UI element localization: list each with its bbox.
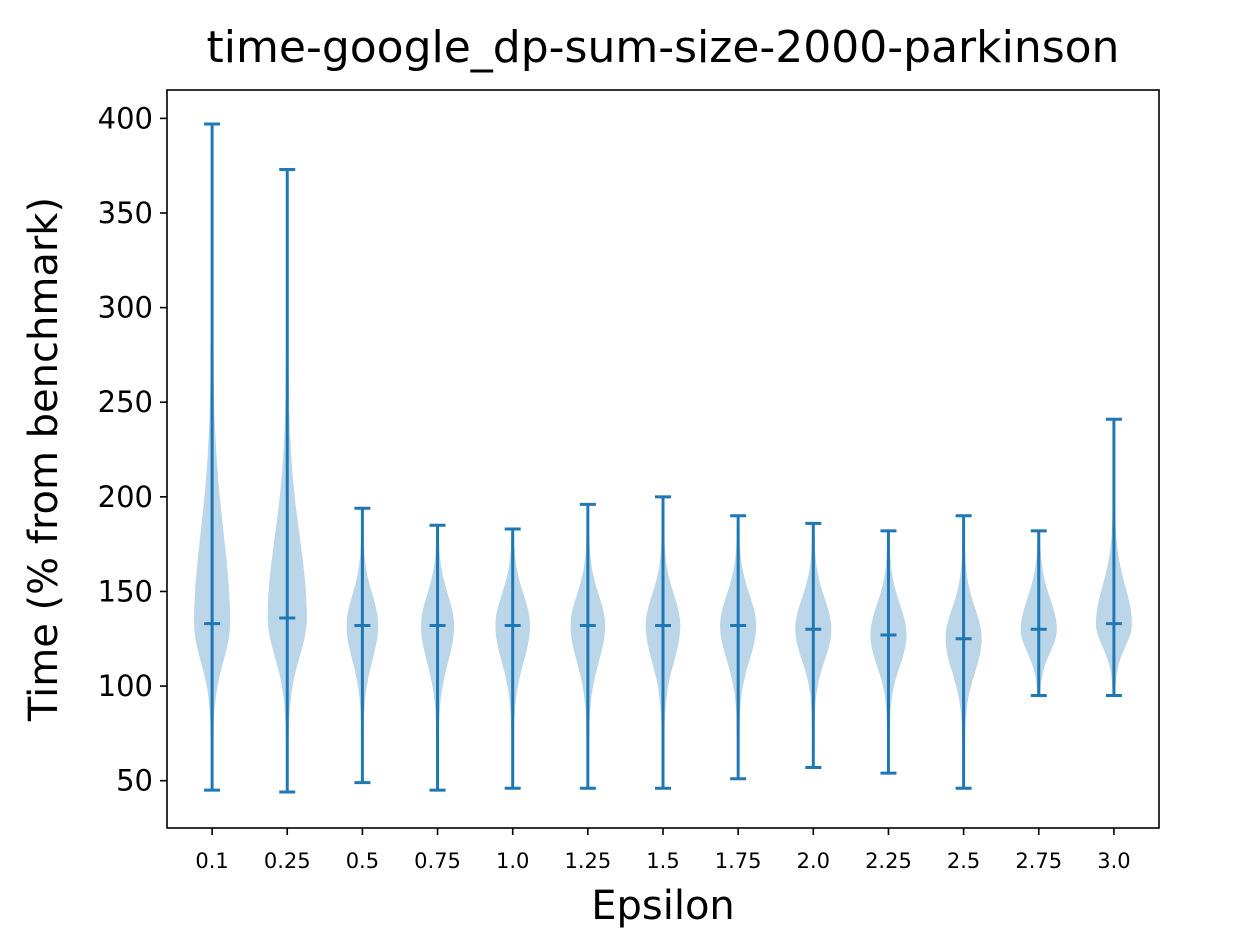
y-tick-label: 200 — [98, 480, 153, 514]
y-tick-label: 300 — [98, 291, 153, 325]
x-tick-label: 0.1 — [195, 849, 228, 873]
x-tick-label: 1.25 — [564, 849, 611, 873]
x-tick-label: 2.5 — [947, 849, 980, 873]
x-axis: 0.1 0.25 0.5 0.75 1.0 1.25 1.5 1.75 2.0 2.25 2.5 2.… — [195, 828, 1131, 873]
y-tick-label: 100 — [98, 669, 153, 703]
x-axis-label: Epsilon — [591, 883, 735, 929]
x-tick-label: 2.25 — [865, 849, 912, 873]
x-tick-label: 2.0 — [797, 849, 830, 873]
x-tick-label: 1.0 — [496, 849, 529, 873]
y-axis: 50 100 150 200 250 300 350 400 — [98, 101, 167, 798]
x-tick-label: 2.75 — [1015, 849, 1062, 873]
x-tick-label: 1.5 — [646, 849, 679, 873]
x-tick-label: 1.75 — [715, 849, 762, 873]
x-tick-label: 0.75 — [414, 849, 461, 873]
y-tick-label: 50 — [116, 764, 153, 798]
chart-title: time-google_dp-sum-size-2000-parkinson — [207, 22, 1120, 73]
x-tick-label: 0.25 — [264, 849, 311, 873]
x-tick-label: 0.5 — [346, 849, 379, 873]
y-tick-label: 350 — [98, 196, 153, 230]
y-tick-label: 400 — [98, 101, 153, 135]
y-tick-label: 150 — [98, 574, 153, 608]
x-tick-label: 3.0 — [1097, 849, 1130, 873]
y-tick-label: 250 — [98, 385, 153, 419]
violin-lines — [204, 122, 1122, 794]
y-axis-label: Time (% from benchmark) — [21, 197, 67, 722]
